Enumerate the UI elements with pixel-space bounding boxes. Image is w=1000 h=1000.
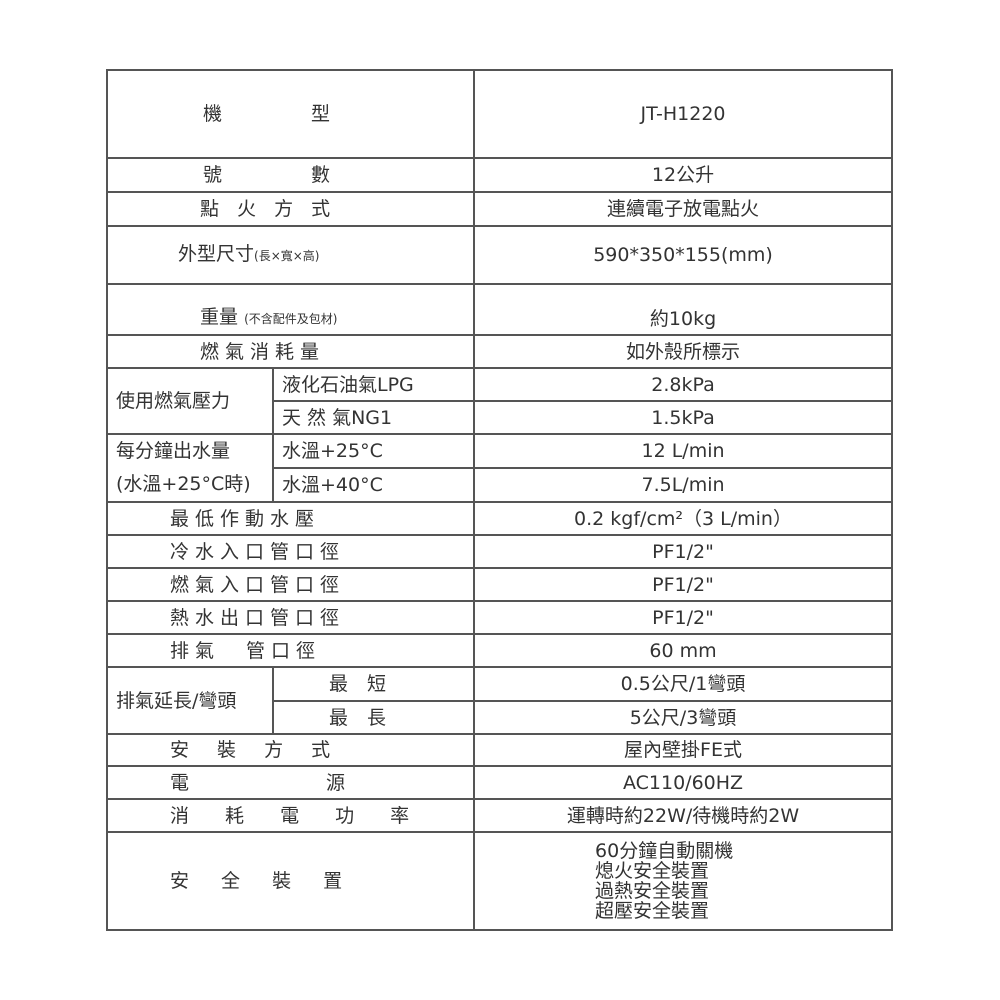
spec-row-gas-consumption: 燃氣消耗量 如外殼所標示 <box>105 334 894 369</box>
spec-row-power: 電 源 AC110/60HZ <box>105 765 894 800</box>
spec-row-water-40: 水溫+40°C 7.5L/min <box>107 467 894 503</box>
spec-label: 機 型 <box>105 69 476 159</box>
spec-row-gas-pressure-ng: 天 然 氣NG1 1.5kPa <box>107 400 894 435</box>
spec-sublabel: 最 長 <box>271 700 476 735</box>
spec-label: 電 源 <box>105 765 476 800</box>
spec-label: 排氣延長/彎頭 <box>106 666 274 735</box>
spec-value: 0.2 kgf/cm²（3 L/min） <box>473 501 894 536</box>
safety-item: 熄火安全裝置 <box>595 860 710 882</box>
spec-sublabel: 水溫+25°C <box>271 433 476 469</box>
spec-value: 約10kg <box>473 283 894 336</box>
spec-value: 如外殼所標示 <box>473 334 894 369</box>
spec-row-hot-outlet: 熱水出口管口徑 PF1/2" <box>105 600 894 635</box>
spec-value: 連續電子放電點火 <box>473 191 894 227</box>
spec-label: 重量 <box>200 306 239 328</box>
spec-value: JT-H1220 <box>473 69 894 159</box>
spec-label-cell: 重量 (不含配件及包材) <box>105 283 476 336</box>
spec-value: PF1/2" <box>473 567 894 602</box>
spec-label: 排氣 管口徑 <box>105 633 476 668</box>
safety-item: 60分鐘自動關機 <box>595 840 734 862</box>
spec-value: 運轉時約22W/待機時約2W <box>473 798 894 833</box>
spec-label: 最低作動水壓 <box>105 501 476 536</box>
spec-label: 熱水出口管口徑 <box>105 600 476 635</box>
spec-row-gas-inlet: 燃氣入口管口徑 PF1/2" <box>105 567 894 602</box>
spec-row-exhaust-short: 排氣延長/彎頭 最 短 0.5公尺/1彎頭 <box>106 666 894 735</box>
spec-value: 12 L/min <box>473 433 894 469</box>
spec-value: 0.5公尺/1彎頭 <box>473 666 894 702</box>
spec-label: 燃氣入口管口徑 <box>105 567 476 602</box>
spec-value: 60 mm <box>473 633 894 668</box>
spec-row-exhaust-long: 最 長 5公尺/3彎頭 <box>107 700 894 735</box>
spec-value: 590*350*155(mm) <box>473 225 894 285</box>
spec-row-cold-inlet: 冷水入口管口徑 PF1/2" <box>105 534 894 569</box>
spec-label-cell: 外型尺寸(長×寬×高) <box>105 225 476 285</box>
spec-sublabel: 水溫+40°C <box>271 467 476 503</box>
spec-row-ignition: 點 火 方 式 連續電子放電點火 <box>105 191 894 227</box>
spec-value: 2.8kPa <box>473 367 894 402</box>
spec-label-note: (水溫+25°C時) <box>116 473 251 495</box>
spec-label-cell: 每分鐘出水量 (水溫+25°C時) <box>106 433 274 503</box>
spec-label: 冷水入口管口徑 <box>105 534 476 569</box>
spec-label: 號 數 <box>105 157 476 193</box>
spec-value: 屋內壁掛FE式 <box>473 733 894 767</box>
spec-label-note: (長×寬×高) <box>254 249 320 263</box>
spec-sublabel: 天 然 氣NG1 <box>271 400 476 435</box>
spec-row-gas-pressure-lpg: 使用燃氣壓力 液化石油氣LPG 2.8kPa <box>106 367 894 435</box>
spec-row-exhaust-diameter: 排氣 管口徑 60 mm <box>105 633 894 668</box>
spec-row-capacity: 號 數 12公升 <box>105 157 894 193</box>
spec-table: 機 型 JT-H1220 號 數 12公升 點 火 方 式 連續電子放電點火 外… <box>105 69 894 931</box>
safety-item: 超壓安全裝置 <box>595 900 710 922</box>
spec-value: 5公尺/3彎頭 <box>473 700 894 735</box>
spec-label: 每分鐘出水量 <box>116 440 231 462</box>
spec-label: 燃氣消耗量 <box>105 334 476 369</box>
spec-value-list: 60分鐘自動關機 熄火安全裝置 過熱安全裝置 超壓安全裝置 <box>473 831 894 931</box>
spec-sublabel: 液化石油氣LPG <box>271 367 476 402</box>
spec-row-weight: 重量 (不含配件及包材) 約10kg <box>105 283 894 336</box>
spec-value: PF1/2" <box>473 600 894 635</box>
spec-value: 12公升 <box>473 157 894 193</box>
spec-value: 1.5kPa <box>473 400 894 435</box>
spec-row-water-25: 每分鐘出水量 (水溫+25°C時) 水溫+25°C 12 L/min <box>106 433 894 503</box>
spec-row-dimensions: 外型尺寸(長×寬×高) 590*350*155(mm) <box>105 225 894 285</box>
safety-item: 過熱安全裝置 <box>595 880 710 902</box>
spec-label-note: (不含配件及包材) <box>244 312 338 326</box>
spec-label: 安 裝 方 式 <box>105 733 476 767</box>
spec-row-safety: 安 全 裝 置 60分鐘自動關機 熄火安全裝置 過熱安全裝置 超壓安全裝置 <box>105 831 894 931</box>
spec-label: 使用燃氣壓力 <box>106 367 274 435</box>
spec-label: 安 全 裝 置 <box>105 831 476 931</box>
spec-value: AC110/60HZ <box>473 765 894 800</box>
spec-value: PF1/2" <box>473 534 894 569</box>
spec-row-installation: 安 裝 方 式 屋內壁掛FE式 <box>105 733 894 767</box>
spec-row-power-consumption: 消 耗 電 功 率 運轉時約22W/待機時約2W <box>105 798 894 833</box>
spec-row-model: 機 型 JT-H1220 <box>105 69 894 159</box>
spec-row-min-pressure: 最低作動水壓 0.2 kgf/cm²（3 L/min） <box>105 501 894 536</box>
spec-label: 消 耗 電 功 率 <box>105 798 476 833</box>
spec-label: 外型尺寸 <box>178 243 255 265</box>
spec-sublabel: 最 短 <box>271 666 476 702</box>
spec-label: 點 火 方 式 <box>105 191 476 227</box>
spec-value: 7.5L/min <box>473 467 894 503</box>
